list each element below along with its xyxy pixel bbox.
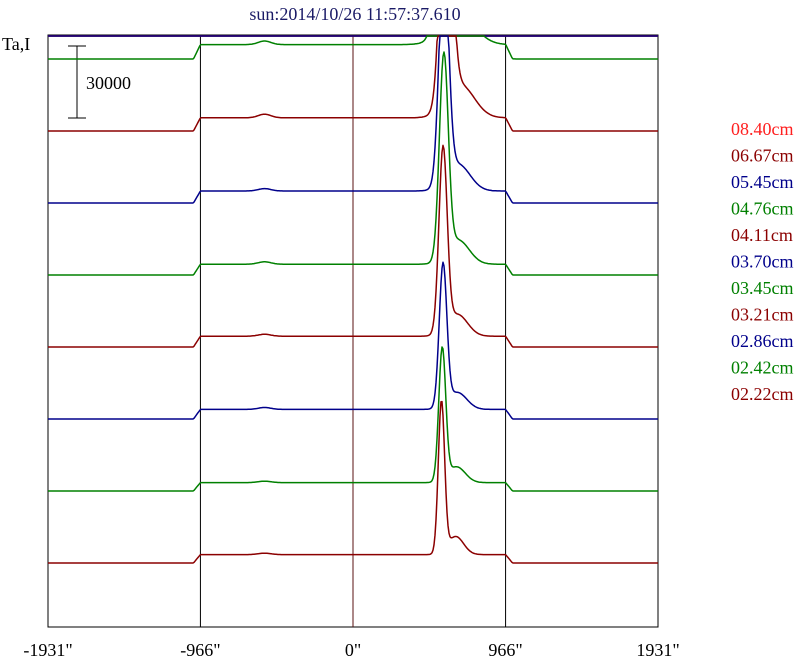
trace-04.11cm [48,35,658,132]
x-tick-label-3: 966" [488,640,522,660]
legend-entry-08.40cm: 08.40cm [731,119,794,139]
trace-04.76cm [48,35,658,60]
trace-02.42cm [48,346,658,492]
scale-bar: 30000 [68,45,131,119]
trace-02.22cm [48,400,658,564]
x-tick-label-2: 0" [345,640,361,660]
trace-03.70cm [48,35,658,204]
legend-entry-03.21cm: 03.21cm [731,305,794,325]
trace-03.21cm [48,144,658,348]
trace-02.86cm [48,261,658,420]
legend-entry-06.67cm: 06.67cm [731,146,794,166]
legend-entry-02.86cm: 02.86cm [731,331,794,351]
legend-entry-04.11cm: 04.11cm [731,225,793,245]
legend-entry-03.70cm: 03.70cm [731,252,794,272]
x-tick-labels: -1931" -966" 0" 966" 1931" [23,640,679,660]
legend-entry-02.22cm: 02.22cm [731,384,794,404]
x-tick-label-4: 1931" [636,640,679,660]
chart-title: sun:2014/10/26 11:57:37.610 [249,4,460,24]
y-axis-label: Ta,I [2,34,30,54]
legend-entry-02.42cm: 02.42cm [731,358,794,378]
traces [48,35,658,564]
trace-03.45cm [48,51,658,276]
legend-entry-03.45cm: 03.45cm [731,278,794,298]
vertical-markers [199,35,507,627]
x-tick-label-0: -1931" [23,640,72,660]
legend-entry-04.76cm: 04.76cm [731,199,794,219]
legend-entry-05.45cm: 05.45cm [731,172,794,192]
legend: 08.40cm 06.67cm 05.45cm 04.76cm 04.11cm 03.70… [731,119,794,404]
scale-bar-label: 30000 [86,73,131,93]
x-tick-label-1: -966" [180,640,220,660]
